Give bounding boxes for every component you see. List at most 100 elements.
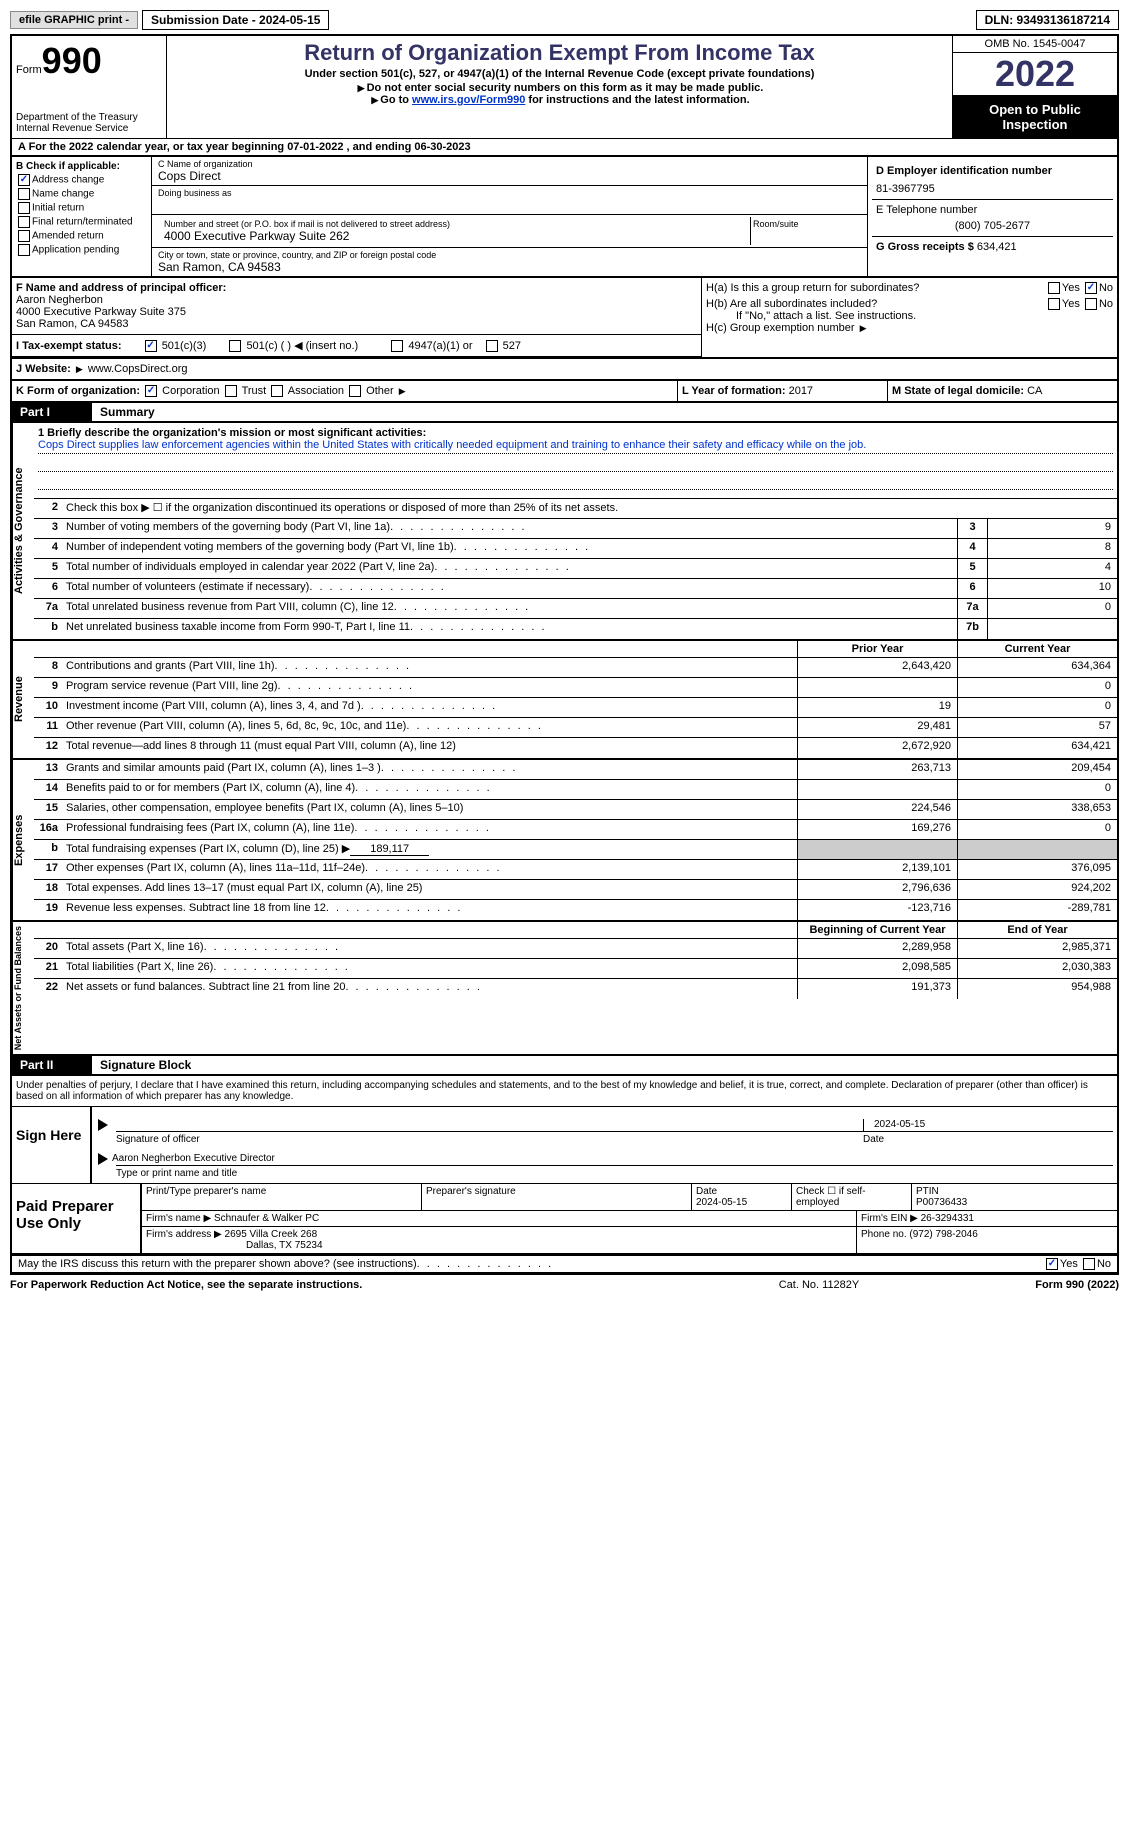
dln: DLN: 93493136187214 <box>976 10 1119 30</box>
self-employed-label: Check ☐ if self-employed <box>792 1184 912 1210</box>
trust-checkbox[interactable] <box>225 385 237 397</box>
line20-prior: 2,289,958 <box>797 939 957 958</box>
app-pending-checkbox[interactable] <box>18 244 30 256</box>
corp-checkbox[interactable] <box>145 385 157 397</box>
street: 4000 Executive Parkway Suite 262 <box>164 229 744 243</box>
part1-label: Part I <box>12 403 92 421</box>
irs-link[interactable]: www.irs.gov/Form990 <box>412 94 525 106</box>
amended-label: Amended return <box>32 231 104 242</box>
city-label: City or town, state or province, country… <box>158 250 861 260</box>
form-footer: Form 990 (2022) <box>919 1279 1119 1291</box>
app-pending-label: Application pending <box>32 245 119 256</box>
dotted-line <box>38 476 1113 490</box>
no-label: No <box>1099 282 1113 294</box>
efile-button[interactable]: efile GRAPHIC print - <box>10 11 138 29</box>
line9-prior <box>797 678 957 697</box>
form-subtitle: Under section 501(c), 527, or 4947(a)(1)… <box>171 68 948 80</box>
hb-note: If "No," attach a list. See instructions… <box>736 310 1113 322</box>
line12-desc: Total revenue—add lines 8 through 11 (mu… <box>66 740 456 752</box>
phone-label: E Telephone number <box>876 204 1109 216</box>
line2-desc: Check this box ▶ ☐ if the organization d… <box>64 499 1117 518</box>
form-number: 990 <box>42 40 102 81</box>
line7b-val <box>987 619 1117 639</box>
initial-return-label: Initial return <box>32 203 84 214</box>
sign-here-label: Sign Here <box>12 1107 92 1183</box>
tax-year: 2022 <box>953 53 1117 96</box>
prep-name-label: Print/Type preparer's name <box>146 1186 417 1197</box>
discuss-yes-checkbox[interactable] <box>1046 1258 1058 1270</box>
line16a-current: 0 <box>957 820 1117 839</box>
final-return-label: Final return/terminated <box>32 217 133 228</box>
line15-current: 338,653 <box>957 800 1117 819</box>
line10-current: 0 <box>957 698 1117 717</box>
527-checkbox[interactable] <box>486 340 498 352</box>
line3-desc: Number of voting members of the governin… <box>66 521 390 533</box>
discuss-no-checkbox[interactable] <box>1083 1258 1095 1270</box>
vert-expenses: Expenses <box>12 760 34 920</box>
line16b-current <box>957 840 1117 859</box>
line13-desc: Grants and similar amounts paid (Part IX… <box>66 762 381 774</box>
501c3-checkbox[interactable] <box>145 340 157 352</box>
line20-desc: Total assets (Part X, line 16) <box>66 941 204 953</box>
501c-checkbox[interactable] <box>229 340 241 352</box>
line11-current: 57 <box>957 718 1117 737</box>
street-label: Number and street (or P.O. box if mail i… <box>164 219 744 229</box>
name-change-checkbox[interactable] <box>18 188 30 200</box>
col-b-label: B Check if applicable: <box>16 161 147 172</box>
line9-desc: Program service revenue (Part VIII, line… <box>66 680 278 692</box>
officer-addr2: San Ramon, CA 94583 <box>16 318 697 330</box>
hc-label: H(c) Group exemption number <box>706 322 855 334</box>
dba-label: Doing business as <box>158 188 861 198</box>
line4-val: 8 <box>987 539 1117 558</box>
paperwork-notice: For Paperwork Reduction Act Notice, see … <box>10 1279 719 1291</box>
line18-prior: 2,796,636 <box>797 880 957 899</box>
mission-label: 1 Briefly describe the organization's mi… <box>38 427 1113 439</box>
hb-no-checkbox[interactable] <box>1085 298 1097 310</box>
amended-checkbox[interactable] <box>18 230 30 242</box>
typed-name-label: Type or print name and title <box>116 1168 1113 1179</box>
ha-yes-checkbox[interactable] <box>1048 282 1060 294</box>
part1-title: Summary <box>92 403 163 421</box>
501c-label: 501(c) ( ) ◀ (insert no.) <box>246 340 358 352</box>
vert-netassets: Net Assets or Fund Balances <box>12 922 34 1054</box>
line7b-desc: Net unrelated business taxable income fr… <box>66 621 410 633</box>
firm-city: Dallas, TX 75234 <box>246 1240 323 1251</box>
line5-desc: Total number of individuals employed in … <box>66 561 434 573</box>
line11-desc: Other revenue (Part VIII, column (A), li… <box>66 720 406 732</box>
ptin-label: PTIN <box>916 1186 939 1197</box>
officer-typed-name: Aaron Negherbon Executive Director <box>112 1153 275 1165</box>
sig-arrow-icon <box>98 1153 108 1165</box>
gross-label: G Gross receipts $ <box>876 241 974 253</box>
omb-number: OMB No. 1545-0047 <box>953 36 1117 53</box>
line16b-val: 189,117 <box>350 843 429 856</box>
line10-desc: Investment income (Part VIII, column (A)… <box>66 700 361 712</box>
line5-val: 4 <box>987 559 1117 578</box>
address-change-label: Address change <box>32 175 104 186</box>
firm-addr: 2695 Villa Creek 268 <box>225 1229 318 1240</box>
line22-desc: Net assets or fund balances. Subtract li… <box>66 981 345 993</box>
line16b-prior <box>797 840 957 859</box>
line16b-desc: Total fundraising expenses (Part IX, col… <box>66 843 350 855</box>
initial-return-checkbox[interactable] <box>18 202 30 214</box>
ha-no-checkbox[interactable] <box>1085 282 1097 294</box>
line11-prior: 29,481 <box>797 718 957 737</box>
hb-yes-checkbox[interactable] <box>1048 298 1060 310</box>
final-return-checkbox[interactable] <box>18 216 30 228</box>
line21-current: 2,030,383 <box>957 959 1117 978</box>
end-year-header: End of Year <box>957 922 1117 938</box>
org-name-label: C Name of organization <box>158 159 861 169</box>
assoc-checkbox[interactable] <box>271 385 283 397</box>
sig-arrow-icon <box>98 1119 108 1131</box>
4947-checkbox[interactable] <box>391 340 403 352</box>
other-label: Other <box>366 385 394 397</box>
line19-current: -289,781 <box>957 900 1117 920</box>
paid-preparer-label: Paid Preparer Use Only <box>12 1184 142 1253</box>
irs-label: Internal Revenue Service <box>16 123 162 134</box>
prep-sig-label: Preparer's signature <box>426 1186 687 1197</box>
line13-current: 209,454 <box>957 760 1117 779</box>
year-formation: 2017 <box>789 385 813 397</box>
other-checkbox[interactable] <box>349 385 361 397</box>
yes-label-3: Yes <box>1060 1258 1078 1270</box>
address-change-checkbox[interactable] <box>18 174 30 186</box>
no-label-3: No <box>1097 1258 1111 1270</box>
